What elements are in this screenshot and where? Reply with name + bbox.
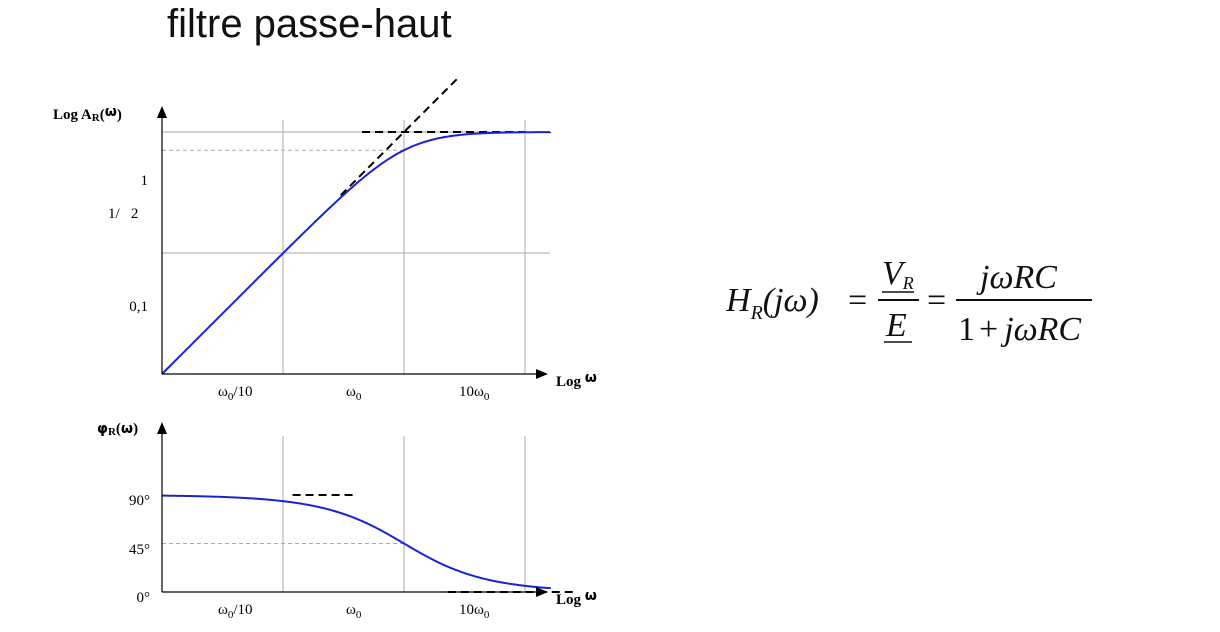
page-title: filtre passe-haut [167, 2, 452, 46]
formula-lhs-sub: R [750, 302, 763, 324]
phase-x-label-omega: ω [585, 588, 597, 604]
magnitude-chart: Log AR(ω) Log ω 1 1/ 2 0,1 ω0/10 ω0 10ω0 [53, 77, 597, 403]
phase-y-label-close: ) [133, 421, 138, 437]
formula-frac2-denominator: 1 + jωRC [958, 311, 1081, 348]
mag-asymptote-1 [340, 77, 459, 196]
magnitude-y-tick-label-0-1: 0,1 [129, 299, 148, 315]
magnitude-y-tick-label-sqrt2: 1/ 2 [108, 206, 138, 222]
phase-x-tick-2-prefix: 10 [459, 602, 474, 618]
magnitude-x-tick-0-sub: 0 [228, 391, 234, 403]
formula-frac2-den-rest: jωRC [1000, 311, 1081, 348]
magnitude-x-tick-2-base: ω [474, 384, 484, 400]
magnitude-x-tick-label-w0-div10: ω0/10 [218, 384, 253, 403]
magnitude-x-axis-arrow [536, 369, 548, 379]
phase-x-tick-label-w0: ω0 [346, 602, 362, 621]
magnitude-reference-lines [162, 131, 550, 254]
formula-lhs-arg: (jω) [763, 282, 819, 319]
magnitude-x-tick-2-sub: 0 [484, 391, 490, 403]
magnitude-x-tick-0-suffix: /10 [233, 384, 252, 400]
magnitude-x-tick-0-base: ω [218, 384, 228, 400]
formula-frac2-numerator: jωRC [976, 259, 1057, 296]
phase-y-label-open: ( [116, 421, 121, 437]
phase-y-axis-label: φR(ω) [97, 421, 138, 438]
magnitude-x-label-omega: ω [585, 370, 597, 386]
magnitude-curve [161, 131, 551, 375]
magnitude-y-label-sub: R [92, 112, 101, 124]
magnitude-y-label-open: ( [100, 107, 105, 123]
magnitude-asymptotes [340, 77, 525, 196]
phase-x-tick-0-suffix: /10 [233, 602, 252, 618]
magnitude-y-tick-label-1: 1 [141, 173, 149, 189]
formula-equals-2: = [927, 282, 946, 319]
magnitude-x-label-prefix: Log [556, 374, 585, 390]
phase-x-tick-2-base: ω [474, 602, 484, 618]
phase-y-tick-label-90: 90° [129, 493, 150, 509]
phase-asymptotes [292, 494, 574, 593]
phase-x-tick-1-base: ω [346, 602, 356, 618]
phase-y-label-sub: R [108, 426, 117, 438]
formula-frac1-num-sub: R [902, 273, 914, 293]
formula-frac2-den-one: 1 [958, 311, 975, 348]
phase-x-tick-0-sub: 0 [228, 609, 234, 621]
formula-lhs: HR(jω) [726, 282, 819, 324]
formula-equals-1: = [848, 282, 867, 319]
magnitude-y-label-close: ) [117, 107, 122, 123]
phase-x-tick-1-sub: 0 [356, 609, 362, 621]
phase-y-tick-label-45: 45° [129, 542, 150, 558]
formula-frac1-denominator: E [885, 307, 907, 344]
phase-y-label-prefix: φ [97, 421, 108, 437]
phase-x-axis-label: Log ω [556, 588, 597, 608]
magnitude-x-tick-label-w0: ω0 [346, 384, 362, 403]
formula-frac2-den-plus: + [979, 311, 998, 348]
magnitude-x-tick-2-prefix: 10 [459, 384, 474, 400]
magnitude-x-axis-label: Log ω [556, 370, 597, 390]
magnitude-x-tick-1-base: ω [346, 384, 356, 400]
phase-y-label-omega: ω [121, 421, 133, 437]
phase-x-tick-label-w0-div10: ω0/10 [218, 602, 253, 621]
phase-chart: φR(ω) Log ω 90° 45° 0° ω0/10 ω0 10ω0 [97, 421, 597, 621]
magnitude-y-axis-label: Log AR(ω) [53, 104, 122, 124]
phase-x-tick-0-base: ω [218, 602, 228, 618]
phase-x-tick-label-10w0: 10ω0 [459, 602, 490, 621]
transfer-function-formula: HR(jω) = VR E = jωRC 1 + jωRC [726, 255, 1092, 348]
magnitude-y-label-prefix: Log A [53, 107, 92, 123]
phase-x-axis-arrow [536, 587, 548, 597]
phase-curve [161, 494, 551, 590]
magnitude-y-label-omega: ω [105, 104, 117, 120]
phase-x-tick-2-sub: 0 [484, 609, 490, 621]
magnitude-gridlines [282, 120, 526, 374]
phase-y-axis-arrow [157, 422, 167, 434]
magnitude-y-axis-arrow [157, 106, 167, 118]
formula-lhs-h: H [726, 282, 753, 319]
magnitude-x-tick-1-sub: 0 [356, 391, 362, 403]
formula-frac1-numerator: VR [882, 255, 914, 293]
phase-x-label-prefix: Log [556, 592, 585, 608]
phase-gridlines [282, 436, 526, 592]
magnitude-x-tick-label-10w0: 10ω0 [459, 384, 490, 403]
phase-y-tick-label-0: 0° [137, 590, 151, 606]
